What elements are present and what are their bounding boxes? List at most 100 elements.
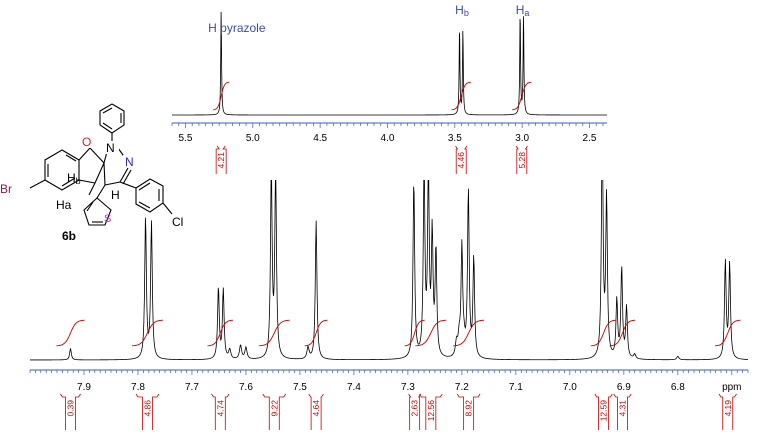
inset-integral-value: 4.21 [216,152,226,169]
bromine-atom-label: Br [0,182,12,196]
main-integral-bracket [718,393,737,430]
main-integral-bracket [408,393,422,430]
aromatic-double-bond [65,154,77,162]
main-tick-label: 7.0 [563,382,577,393]
main-integral-bracket [419,393,443,430]
sulfur-atom-label: S [104,213,111,225]
main-integral-bracket [594,393,613,430]
hb-label-sub: b [76,176,81,186]
ha-annotation: Ha [516,3,530,18]
bond [89,147,105,164]
label-mask [81,134,95,148]
bond [78,179,96,184]
main-integral-bracket [613,393,632,430]
main-integral-bracket [135,393,160,430]
bond [122,169,132,185]
inset-spectrum-plot: 5.5 5.0 4.5 4.0 3.5 3.0 2.5 4.21 4.46 5.28 H pyr… [170,2,610,180]
hb-label: Hb [67,171,81,186]
chlorine-bond [162,202,173,215]
main-integral-curve [404,319,425,347]
main-integral-value: 4.74 [215,400,225,417]
main-integral-bracket [211,393,230,430]
bond [88,182,96,196]
inset-integral-curve [451,81,471,111]
inset-integral-value: 4.46 [456,152,466,169]
bond [119,181,137,189]
main-integral-value: 2.63 [410,400,420,417]
main-spectrum-plot: 7.9 7.8 7.7 7.6 7.5 7.4 7.3 7.2 7.1 7.0 6.9 6.8 ppm … [29,122,749,430]
oxygen-atom-label: O [82,135,91,149]
label-mask [105,141,119,154]
bromine-bond [29,179,46,189]
inset-tick-label: 4.5 [313,133,327,144]
main-tick-label: 6.9 [617,382,631,393]
main-tick-label: 7.1 [509,382,523,393]
main-spectrum-trace [30,122,749,361]
bond [104,181,121,186]
inset-integral-bracket [515,145,528,174]
inset-tick-label: 4.0 [381,133,395,144]
main-tick-label: 7.2 [455,382,469,393]
main-integral-curve [304,319,328,347]
main-tick-label: 7.5 [293,382,307,393]
main-integral-value: 0.39 [65,400,75,417]
main-integral-curve [609,319,636,347]
inset-spectrum-trace [172,11,607,116]
main-integral-value: 9.22 [269,400,279,417]
aromatic-double-bond [138,201,151,209]
n-phenyl-ring [99,103,125,134]
main-integral-value: 12.59 [599,400,609,422]
molecule-atom-labels: O N N Br S Cl Hb Ha H 6b [0,134,183,243]
main-integral-curve [131,319,163,347]
main-integral-curves [56,319,741,347]
hb-label-main: H [67,171,76,185]
main-integral-value: 8.92 [464,400,474,417]
main-integral-value: 4.31 [617,400,627,417]
inset-integral-value: 5.28 [517,152,527,169]
main-integral-value: 12.56 [426,400,436,422]
inset-integral-curve [512,81,532,111]
main-integral-value: 4.64 [311,400,321,417]
main-integral-curve [590,319,617,347]
bond [78,147,91,161]
main-integration-labels: 0.39 4.86 4.74 9.22 4.64 2.63 12.56 8.92 12.59 4.… [60,393,737,430]
annotation-sub: a [524,8,529,18]
aromatic-double-bond [138,182,151,191]
pyrazole-h-label: H [111,188,120,202]
thiophene-ring [83,197,112,226]
aromatic-double-bond [61,177,76,187]
inset-tick-label: 5.5 [179,133,193,144]
main-integral-value: 4.19 [723,400,733,417]
aromatic-double-bond [102,122,113,130]
hb-annotation: Hb [455,3,469,18]
inset-tick-label: 3.0 [515,133,529,144]
main-tick-label: 6.8 [671,382,685,393]
main-tick-label: 7.4 [347,382,361,393]
main-integral-bracket [308,393,324,430]
aromatic-double-bond [102,107,113,114]
main-x-axis-ticks: 7.9 7.8 7.7 7.6 7.5 7.4 7.3 7.2 7.1 7.0 6.9 6.8 ppm [29,370,749,393]
main-integral-curve [56,319,85,347]
main-tick-label: 7.3 [401,382,415,393]
main-integral-value: 4.86 [142,400,152,417]
annotation-sub: b [464,8,469,18]
main-integral-bracket [60,393,81,430]
main-tick-label: 7.8 [131,382,145,393]
inset-integral-curve [213,81,230,111]
inset-integral-bracket [215,145,227,174]
chlorine-atom-label: Cl [172,215,183,229]
main-integral-curve [258,319,290,347]
inset-x-axis-ticks: 5.5 5.0 4.5 4.0 3.5 3.0 2.5 [171,123,604,144]
main-tick-label: 7.6 [239,382,253,393]
main-integral-curve [415,319,447,347]
bond [96,184,106,199]
main-integral-bracket [456,393,481,430]
main-integral-curve [453,319,485,347]
inset-frame [170,2,610,180]
bond [119,167,129,183]
inset-integral-bracket [455,145,468,174]
aromatic-double-bond [86,201,94,212]
bond [94,162,105,184]
inset-tick-label: 5.0 [246,133,260,144]
